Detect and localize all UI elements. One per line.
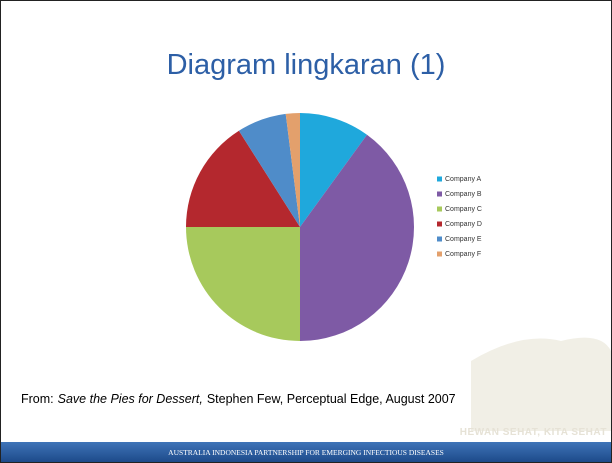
watermark-art (471, 338, 611, 431)
pie-slice (186, 227, 300, 341)
legend-swatch (437, 207, 442, 212)
legend-swatch (437, 252, 442, 257)
legend-label: Company F (445, 251, 481, 258)
legend-label: Company A (445, 176, 482, 183)
legend-label: Company D (445, 221, 482, 228)
slide: Company A Company B Company C Company D Comp… (0, 0, 612, 463)
legend-swatch (437, 192, 442, 197)
legend-swatch (437, 177, 442, 182)
footer: AUSTRALIA INDONESIA PARTNERSHIP FOR EMER… (1, 442, 611, 462)
legend-swatch (437, 237, 442, 242)
slide-title: Diagram lingkaran (1) (1, 49, 611, 82)
legend-label: Company C (445, 206, 482, 213)
legend-swatch (437, 222, 442, 227)
legend-label: Company B (445, 191, 482, 198)
legend-label: Company E (445, 236, 482, 243)
watermark: HEWAN SEHAT, KITA SEHAT (460, 427, 607, 438)
source-work: Save the Pies for Dessert, (58, 392, 203, 406)
source-note: From: Save the Pies for Dessert, Stephen F… (21, 392, 456, 406)
source-rest: Stephen Few, Perceptual Edge, August 200… (207, 392, 456, 406)
source-prefix: From: (21, 392, 54, 406)
